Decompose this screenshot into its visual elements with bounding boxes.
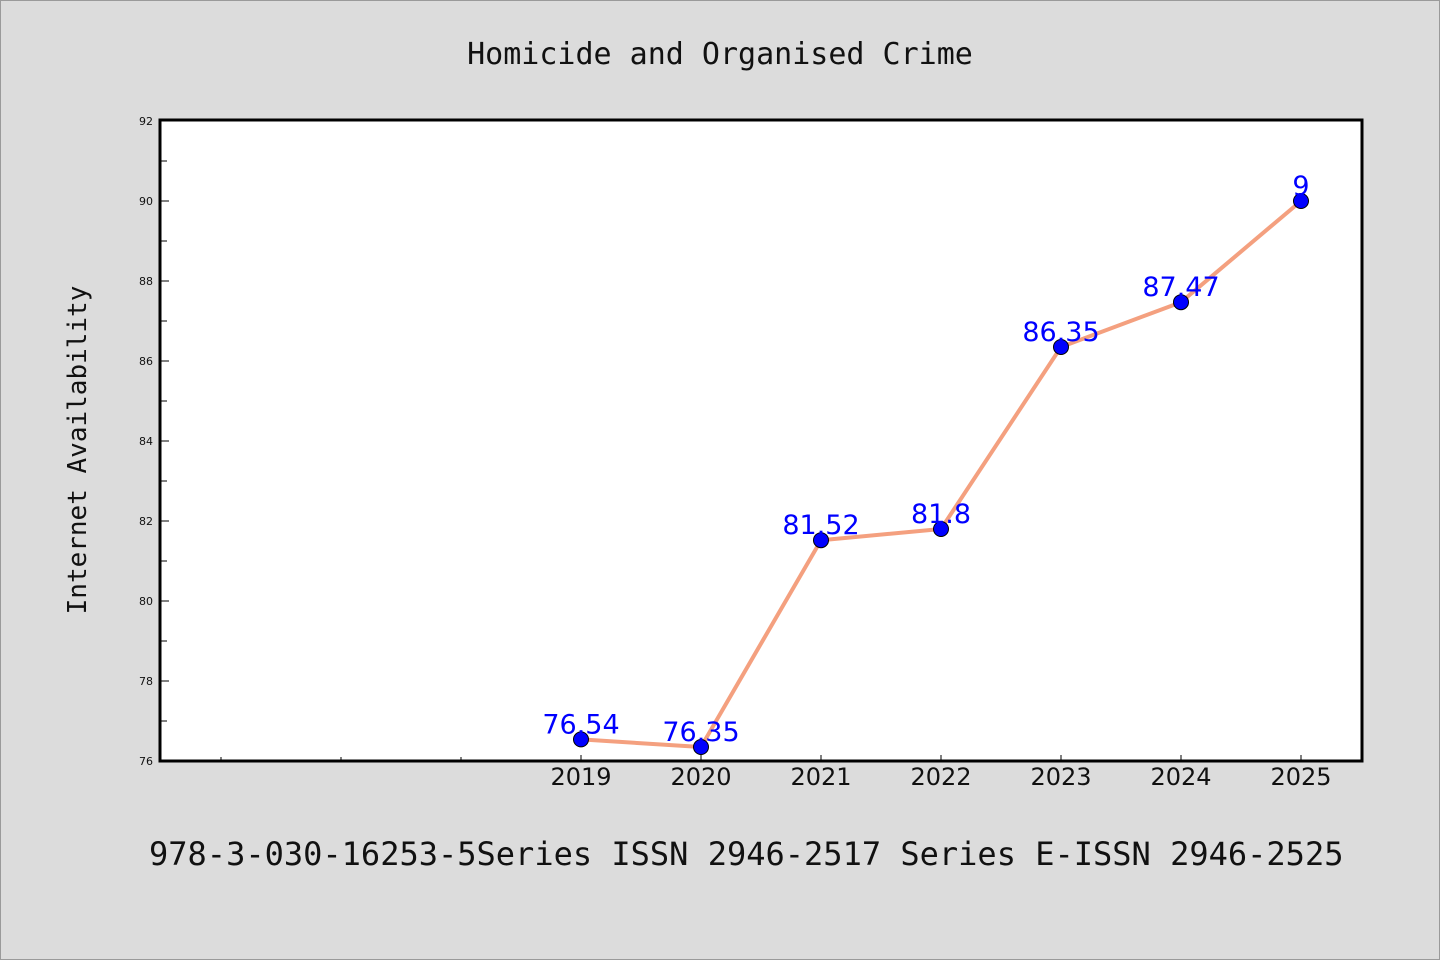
y-tick-label: 84 [139,435,153,448]
data-point [693,739,709,755]
data-point [933,521,949,537]
x-tick-label: 2019 [550,763,611,791]
x-tick-label: 2023 [1030,763,1091,791]
y-tick-label: 82 [139,515,153,528]
y-axis-label: Internet Availability [63,286,93,615]
data-label: 81.8 [911,499,971,530]
x-tick-label: 2020 [670,763,731,791]
x-tick-label: 2024 [1150,763,1211,791]
data-point [1293,193,1309,209]
y-tick-label: 90 [139,195,153,208]
plot-area [158,118,1364,763]
y-tick-label: 78 [139,675,153,688]
y-tick-label: 92 [139,115,153,128]
x-tick-label: 2022 [910,763,971,791]
data-label: 87.47 [1142,272,1219,303]
data-point [573,731,589,748]
data-label: 9 [1292,171,1309,202]
x-tick-label: 2025 [1270,763,1331,791]
data-label: 81.52 [782,510,859,541]
data-label: 76.35 [662,717,739,748]
y-axis: 76 78 80 82 84 86 88 90 92 [139,115,169,768]
data-point [1053,339,1069,355]
x-tick-label: 2021 [790,763,851,791]
data-point [813,532,829,549]
x-axis: 2019 2020 2021 2022 2023 2024 2025 [220,755,1332,791]
y-tick-label: 88 [139,275,153,288]
chart-title: Homicide and Organised Crime [467,37,973,72]
y-tick-label: 76 [139,755,153,768]
data-label: 86.35 [1022,317,1099,348]
y-tick-label: 86 [139,355,153,368]
data-label: 76.54 [542,709,619,740]
y-tick-label: 80 [139,595,153,608]
series-group: 76.54 76.35 81.52 81.8 86.35 87.47 9 [542,171,1310,755]
data-point [1173,294,1189,311]
footer-text: 978-3-030-16253-5Series ISSN 2946-2517 S… [149,835,1343,873]
